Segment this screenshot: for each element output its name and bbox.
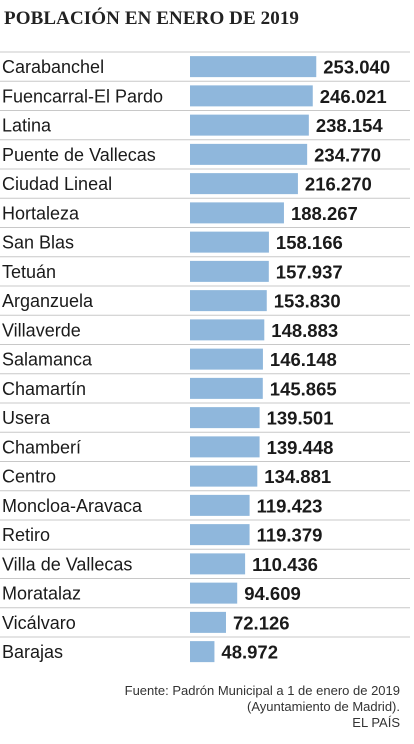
bar [190,582,238,604]
bar [190,494,250,516]
category-label: Puente de Vallecas [2,145,156,165]
value-label: 72.126 [233,612,290,633]
bar [190,348,263,370]
bar [190,290,267,312]
bar [190,85,313,107]
bar [190,611,226,633]
value-label: 119.379 [257,525,323,546]
category-label: Latina [2,116,52,136]
bar [190,260,269,282]
value-label: 139.448 [267,437,334,458]
category-label: Centro [2,467,56,487]
category-label: San Blas [2,233,74,253]
value-label: 157.937 [276,261,343,282]
category-label: Ciudad Lineal [2,174,112,194]
bar [190,553,246,575]
category-label: Tetuán [2,262,56,282]
bar [190,56,317,78]
category-label: Fuencarral-El Pardo [2,86,163,106]
value-label: 48.972 [221,642,278,663]
category-label: Usera [2,408,51,428]
chart-title: POBLACIÓN EN ENERO DE 2019 [4,8,300,29]
value-label: 110.436 [252,554,318,575]
value-label: 119.423 [257,495,323,516]
category-label: Hortaleza [2,203,80,223]
category-label: Chamberí [2,437,81,457]
bar [190,641,215,663]
category-label: Barajas [2,642,63,662]
category-label: Chamartín [2,379,86,399]
bar [190,319,265,341]
value-label: 139.501 [267,408,334,429]
bar [190,524,250,546]
category-label: Retiro [2,525,50,545]
value-label: 94.609 [244,583,301,604]
bar [190,173,298,195]
bar [190,143,308,165]
category-label: Vicálvaro [2,613,76,633]
publisher-credit: EL PAÍS [352,715,400,730]
source-note: Fuente: Padrón Municipal a 1 de enero de… [40,683,400,731]
bar [190,407,260,429]
value-label: 146.148 [270,349,337,370]
category-label: Arganzuela [2,291,94,311]
bar [190,377,263,399]
value-label: 238.154 [316,115,384,136]
category-label: Moncloa-Aravaca [2,496,143,516]
source-line: (Ayuntamiento de Madrid). [247,699,400,714]
value-label: 246.021 [320,86,387,107]
value-label: 145.865 [270,378,337,399]
value-label: 188.267 [291,203,358,224]
value-label: 216.270 [305,174,372,195]
category-label: Carabanchel [2,57,104,77]
category-label: Moratalaz [2,584,81,604]
bar [190,114,309,136]
bar [190,465,258,487]
bar-rows: Carabanchel 253.040 Fuencarral-El Pardo 246… [0,51,410,663]
source-line: Fuente: Padrón Municipal a 1 de enero de… [124,683,400,698]
bar [190,202,284,224]
value-label: 148.883 [271,320,338,341]
value-label: 153.830 [274,291,341,312]
category-label: Villaverde [2,320,81,340]
category-label: Villa de Vallecas [2,554,132,574]
category-label: Salamanca [2,350,93,370]
value-label: 253.040 [323,57,390,78]
value-label: 234.770 [314,144,381,165]
bar [190,436,260,458]
bar [190,231,269,253]
value-label: 158.166 [276,232,343,253]
value-label: 134.881 [264,466,331,487]
